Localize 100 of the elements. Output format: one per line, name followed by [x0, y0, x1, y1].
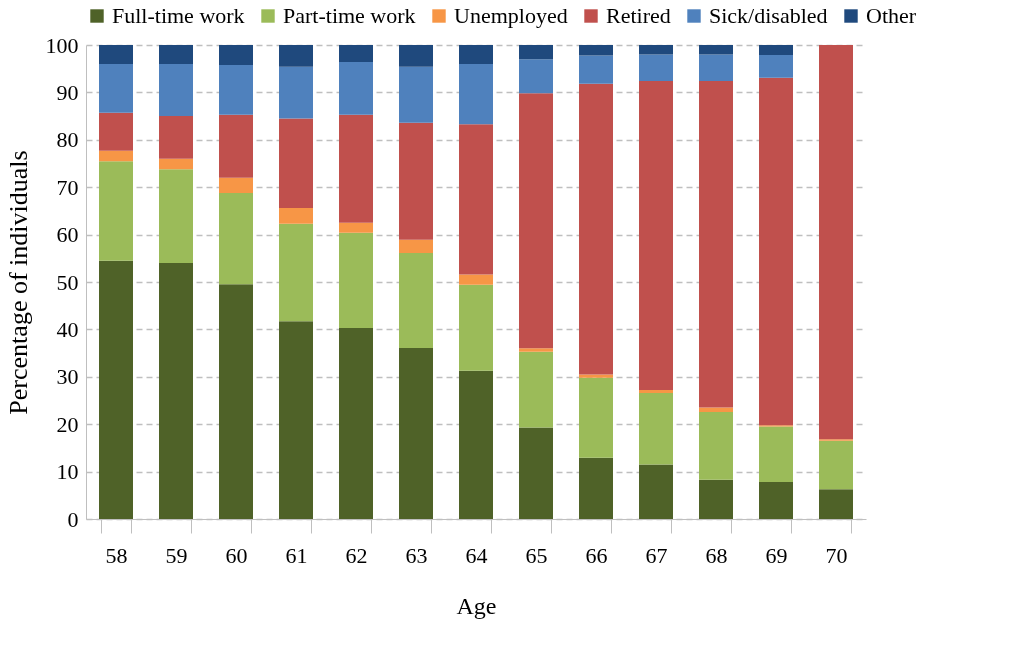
bar — [339, 232, 373, 328]
bar — [579, 457, 613, 519]
bar — [519, 45, 553, 60]
bar — [279, 66, 313, 119]
legend-label: Part-time work — [283, 3, 416, 28]
y-tick-label: 60 — [56, 222, 79, 248]
bar — [159, 158, 193, 170]
bar — [699, 54, 733, 82]
legend-label: Unemployed — [454, 3, 568, 28]
bar — [519, 348, 553, 352]
bar — [279, 223, 313, 322]
bar — [699, 411, 733, 480]
bar — [639, 54, 673, 82]
bar — [279, 208, 313, 224]
x-tick-label: 69 — [765, 542, 788, 568]
bar — [759, 54, 793, 78]
bar — [159, 63, 193, 117]
bar — [519, 59, 553, 94]
bar — [339, 222, 373, 233]
x-tick-label: 59 — [165, 542, 188, 568]
bar — [579, 45, 613, 56]
bar — [459, 63, 493, 125]
x-tick-label: 68 — [705, 542, 728, 568]
bar — [579, 55, 613, 84]
y-axis-title: Percentage of individuals — [3, 150, 33, 415]
y-tick-label: 30 — [56, 364, 79, 390]
bar — [219, 177, 253, 193]
bar — [399, 239, 433, 254]
x-tick-label: 70 — [825, 542, 848, 568]
x-tick-label: 60 — [225, 542, 248, 568]
bar — [339, 327, 373, 519]
x-axis-title: Age — [456, 592, 497, 619]
bar — [99, 63, 133, 113]
bar — [219, 114, 253, 178]
y-tick-label: 50 — [56, 269, 79, 295]
bar — [639, 390, 673, 393]
bar — [219, 64, 253, 115]
bar — [639, 464, 673, 519]
y-tick-label: 10 — [56, 459, 79, 485]
bar — [579, 83, 613, 375]
x-tick-label: 62 — [345, 542, 368, 568]
x-tick-label: 58 — [105, 542, 128, 568]
bar — [219, 45, 253, 65]
bar — [519, 427, 553, 519]
bar — [459, 274, 493, 285]
y-tick-label: 100 — [45, 32, 79, 58]
x-tick-label: 65 — [525, 542, 548, 568]
x-tick-label: 63 — [405, 542, 428, 568]
bar — [639, 392, 673, 465]
bar — [759, 482, 793, 519]
bar — [219, 284, 253, 519]
bar — [819, 489, 853, 519]
bar — [699, 479, 733, 519]
bar — [699, 407, 733, 412]
bar — [819, 440, 853, 490]
bar — [219, 192, 253, 285]
bar — [639, 45, 673, 55]
x-tick-label: 64 — [465, 542, 488, 568]
bar — [399, 347, 433, 519]
y-tick-label: 40 — [56, 316, 79, 342]
bar — [279, 118, 313, 209]
bar — [339, 62, 373, 115]
bar — [99, 161, 133, 261]
bar — [579, 377, 613, 458]
bar — [519, 351, 553, 428]
bar — [159, 45, 193, 64]
bar — [639, 81, 673, 391]
bar — [99, 150, 133, 162]
bar — [759, 45, 793, 55]
bar — [339, 45, 373, 63]
legend-label: Sick/disabled — [709, 3, 828, 28]
bar — [459, 370, 493, 519]
bar — [399, 45, 433, 67]
bar — [459, 45, 493, 64]
bar — [159, 169, 193, 264]
bar — [99, 45, 133, 64]
bar — [459, 284, 493, 371]
bar — [699, 81, 733, 408]
bar — [399, 122, 433, 240]
legend-label: Retired — [606, 3, 671, 28]
bar — [819, 45, 853, 440]
bar — [399, 253, 433, 348]
x-tick-label: 61 — [285, 542, 308, 568]
bar — [519, 93, 553, 349]
x-tick-label: 67 — [645, 542, 668, 568]
x-tick-label: 66 — [585, 542, 608, 568]
legend-label: Other — [866, 3, 917, 28]
bar — [699, 45, 733, 55]
bar — [579, 374, 613, 378]
bar — [159, 116, 193, 159]
bar — [399, 66, 433, 123]
bar — [279, 321, 313, 519]
y-tick-label: 20 — [56, 411, 79, 437]
y-tick-label: 80 — [56, 127, 79, 153]
y-tick-label: 0 — [67, 506, 79, 532]
legend-label: Full-time work — [112, 3, 245, 28]
bar — [759, 426, 793, 483]
bar — [279, 45, 313, 67]
bar — [159, 263, 193, 519]
bar — [459, 124, 493, 275]
